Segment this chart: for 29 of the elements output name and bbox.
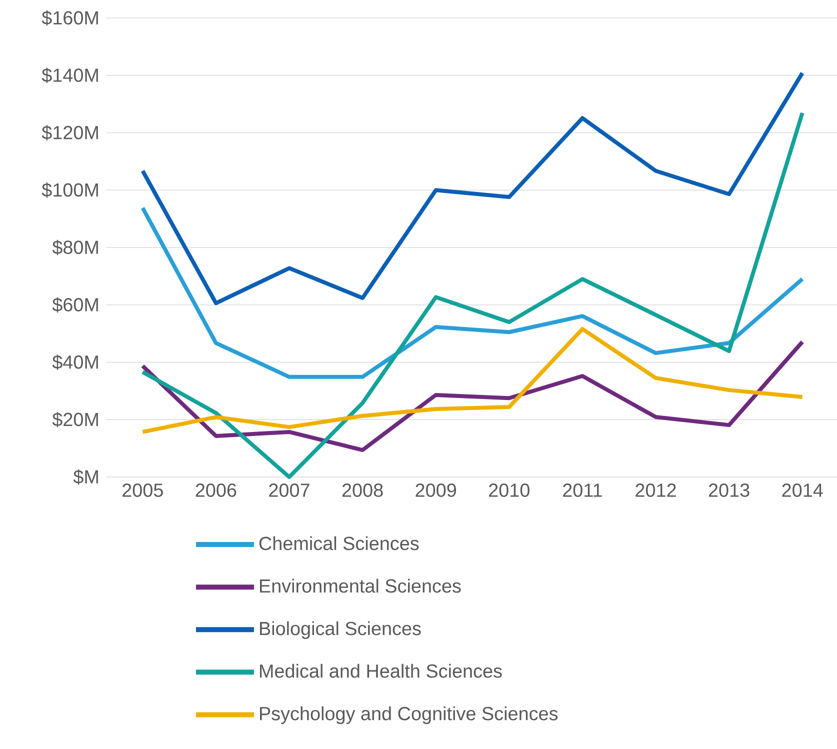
x-tick-label: 2008 [342,484,383,497]
legend-label: Psychology and Cognitive Sciences [260,706,558,724]
x-tick-label: 2009 [416,484,456,497]
line-series [140,340,804,452]
y-tick-label: $140M [42,68,98,84]
x-tick-label: 2010 [489,484,530,497]
y-tick-label: $80M [52,240,98,256]
x-tick-label: 2007 [269,484,310,497]
x-tick-label: 2011 [563,484,602,497]
x-tick-label: 2013 [708,484,750,497]
line-series [140,326,804,434]
x-tick-label: 2014 [782,484,823,497]
legend-label: Biological Sciences [260,621,421,639]
line-series [140,71,804,306]
x-tick-label: 2006 [196,484,236,497]
y-tick-label: $100M [42,182,98,198]
y-tick-label: $60M [52,297,98,313]
y-tick-label: $40M [52,354,98,370]
legend-label: Chemical Sciences [259,536,419,550]
line-series [140,206,804,379]
y-tick-label: $20M [52,412,98,428]
legend-label: Medical and Health Sciences [260,664,502,678]
y-tick-label: $120M [42,125,98,140]
line-series [140,110,804,479]
legend-label: Environmental Sciences [260,578,461,593]
y-tick-label: $M [73,469,98,485]
x-tick-label: 2012 [636,484,676,497]
y-tick-label: $160M [42,10,98,26]
x-tick-label: 2005 [122,484,163,497]
